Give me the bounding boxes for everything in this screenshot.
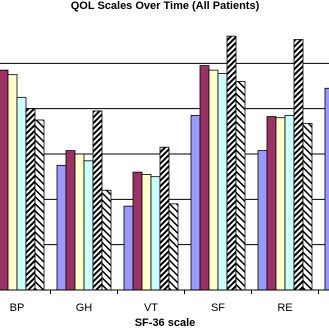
x-tick-label: BP bbox=[10, 302, 25, 314]
x-tick-label: RE bbox=[277, 302, 292, 314]
x-tick-label: GH bbox=[76, 302, 93, 314]
bar bbox=[168, 203, 179, 291]
bar bbox=[150, 176, 161, 291]
bar bbox=[324, 87, 329, 291]
bar bbox=[235, 81, 246, 291]
bar bbox=[83, 160, 94, 291]
bar bbox=[141, 173, 152, 291]
bar bbox=[7, 74, 18, 291]
bar bbox=[92, 110, 103, 291]
bar bbox=[302, 123, 313, 291]
bar bbox=[74, 153, 85, 291]
bar bbox=[56, 164, 67, 291]
bar bbox=[123, 205, 134, 291]
bar bbox=[132, 171, 143, 291]
chart-title: QOL Scales Over Time (All Patients) bbox=[71, 0, 260, 12]
x-axis-label: SF-36 scale bbox=[135, 317, 196, 329]
bar bbox=[0, 69, 9, 291]
bar bbox=[159, 146, 170, 291]
bar bbox=[25, 108, 36, 291]
x-tick-label: SF bbox=[211, 302, 225, 314]
bar bbox=[257, 150, 268, 291]
bar bbox=[16, 96, 27, 291]
bar bbox=[101, 189, 112, 291]
bar bbox=[284, 115, 295, 291]
bar bbox=[217, 73, 228, 291]
bar bbox=[65, 150, 76, 291]
x-tick-label: VT bbox=[144, 302, 158, 314]
bar bbox=[199, 65, 210, 291]
bar bbox=[34, 119, 45, 291]
bar bbox=[266, 116, 277, 291]
bar bbox=[208, 69, 219, 291]
bar bbox=[190, 115, 201, 291]
bar bbox=[293, 39, 304, 291]
bar bbox=[275, 117, 286, 291]
bar bbox=[226, 35, 237, 291]
